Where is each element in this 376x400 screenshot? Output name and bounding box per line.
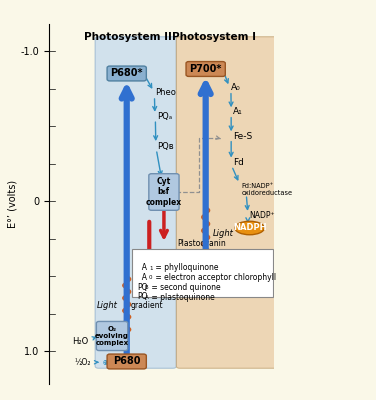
Text: = electron acceptor chlorophyll: = electron acceptor chlorophyll [153, 273, 276, 282]
Text: O₂
evolving
complex: O₂ evolving complex [95, 326, 129, 346]
Text: ½O₂: ½O₂ [75, 358, 91, 367]
FancyBboxPatch shape [186, 62, 225, 76]
Text: Fd:NADP⁺
oxidoreductase: Fd:NADP⁺ oxidoreductase [242, 183, 293, 196]
Text: A: A [137, 273, 147, 282]
Y-axis label: E°’ (volts): E°’ (volts) [8, 180, 18, 228]
Ellipse shape [235, 221, 264, 235]
Text: PQʙ: PQʙ [158, 142, 174, 151]
Text: Proton
gradient: Proton gradient [131, 290, 163, 310]
Text: PQₐ: PQₐ [157, 112, 172, 121]
Text: Plastocyanin: Plastocyanin [177, 239, 226, 248]
Text: Pheo: Pheo [155, 88, 176, 97]
Text: Photosystem II: Photosystem II [84, 32, 172, 42]
Text: PQ: PQ [137, 292, 147, 302]
FancyBboxPatch shape [149, 174, 179, 210]
Text: A₁: A₁ [233, 107, 243, 116]
Text: PQ: PQ [137, 283, 147, 292]
FancyBboxPatch shape [186, 258, 225, 273]
FancyBboxPatch shape [107, 66, 146, 81]
Text: A: A [145, 295, 149, 300]
Text: 0: 0 [149, 275, 153, 280]
Text: B: B [145, 285, 149, 290]
FancyBboxPatch shape [107, 354, 146, 369]
FancyBboxPatch shape [95, 37, 176, 368]
Text: H₂O: H₂O [72, 337, 88, 346]
Text: P680: P680 [113, 356, 141, 366]
Text: = second quinone: = second quinone [149, 283, 221, 292]
Text: A₀: A₀ [231, 83, 241, 92]
FancyBboxPatch shape [176, 37, 278, 368]
Text: = phylloquinone: = phylloquinone [153, 263, 218, 272]
Text: e⁻: e⁻ [102, 358, 111, 367]
Text: Photosystem I: Photosystem I [171, 32, 256, 42]
Text: Fd: Fd [233, 158, 244, 167]
FancyBboxPatch shape [132, 249, 273, 297]
Text: P700: P700 [192, 260, 219, 270]
FancyBboxPatch shape [96, 322, 128, 350]
Text: P680*: P680* [111, 68, 143, 78]
Text: NADP⁺: NADP⁺ [249, 211, 275, 220]
Text: = plastoquinone: = plastoquinone [149, 292, 215, 302]
Text: Light: Light [212, 230, 233, 238]
Text: Cyt
b₆f
complex: Cyt b₆f complex [146, 177, 182, 207]
Text: Fe-S: Fe-S [233, 132, 252, 141]
Text: 1: 1 [149, 266, 153, 270]
Text: Light: Light [97, 302, 118, 310]
Text: P700*: P700* [190, 64, 222, 74]
Text: A: A [137, 263, 147, 272]
Text: NADPH: NADPH [233, 224, 267, 232]
